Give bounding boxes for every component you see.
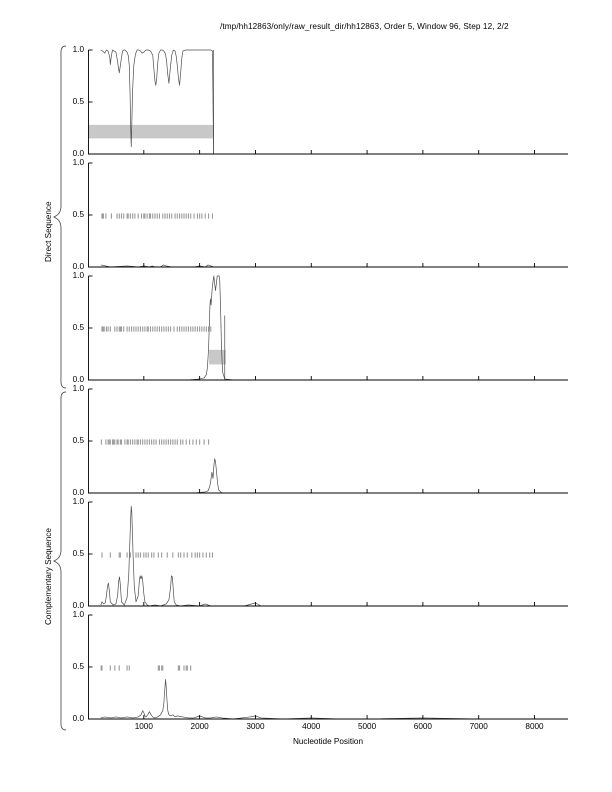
brace-complementary-sequence — [52, 391, 67, 731]
y-tick-label: 0.0 — [72, 601, 84, 610]
axis-spine — [88, 163, 568, 268]
y-tick-label: 0.0 — [72, 488, 84, 497]
y-tick-label: 1.0 — [72, 384, 84, 393]
y-tick-label: 1.0 — [72, 45, 84, 54]
plot-panel-6[interactable] — [88, 614, 568, 720]
marker-row — [101, 552, 214, 558]
y-tick-label: 0.5 — [72, 436, 84, 445]
y-tick-label: 0.0 — [72, 149, 84, 158]
axis-spine — [88, 502, 568, 607]
axes-3 — [88, 275, 568, 381]
marker-row — [101, 213, 214, 219]
x-tick-label: 4000 — [302, 722, 321, 731]
marker-row — [101, 326, 212, 332]
plot-panel-2[interactable] — [88, 162, 568, 268]
series-line — [100, 505, 535, 607]
axes-6 — [88, 614, 568, 720]
plot-panel-5[interactable] — [88, 501, 568, 607]
x-tick-label: 5000 — [357, 722, 377, 731]
y-tick-label: 1.0 — [72, 497, 84, 506]
plot-panel-3[interactable] — [88, 275, 568, 381]
series-line — [100, 275, 256, 381]
y-tick-label: 1.0 — [72, 610, 84, 619]
y-tick-label: 0.0 — [72, 375, 84, 384]
x-tick-label: 6000 — [413, 722, 432, 731]
y-tick-label: 0.5 — [72, 549, 84, 558]
series-line — [100, 679, 563, 720]
y-tick-label: 0.5 — [72, 210, 84, 219]
figure-title: /tmp/hh12863/only/raw_result_dir/hh12863… — [220, 22, 509, 31]
axes-2 — [88, 162, 568, 268]
x-tick-label: 8000 — [525, 722, 544, 731]
x-tick-label: 2000 — [190, 722, 209, 731]
x-tick-label: 3000 — [246, 722, 265, 731]
x-tick-label: 1000 — [134, 722, 153, 731]
y-tick-label: 0.5 — [72, 323, 84, 332]
y-tick-label: 0.0 — [72, 714, 84, 723]
y-tick-label: 0.0 — [72, 262, 84, 271]
axis-spine — [88, 615, 568, 720]
brace-direct-sequence — [52, 45, 67, 389]
axes-1 — [88, 49, 568, 155]
series-line — [100, 458, 256, 494]
plot-panel-1[interactable] — [88, 49, 568, 155]
y-tick-label: 1.0 — [72, 158, 84, 167]
axes-4 — [88, 388, 568, 494]
y-tick-label: 0.5 — [72, 97, 84, 106]
axis-spine — [88, 276, 568, 381]
x-tick-label: 7000 — [469, 722, 488, 731]
marker-row — [100, 665, 192, 671]
y-tick-label: 0.5 — [72, 662, 84, 671]
marker-row — [100, 439, 210, 445]
shaded-region — [88, 124, 214, 139]
series-line — [100, 49, 214, 155]
x-axis-label: Nucleotide Position — [292, 737, 364, 746]
axes-5 — [88, 501, 568, 607]
axis-spine — [88, 389, 568, 494]
plot-panel-4[interactable] — [88, 388, 568, 494]
shaded-region — [209, 349, 226, 365]
y-tick-label: 1.0 — [72, 271, 84, 280]
